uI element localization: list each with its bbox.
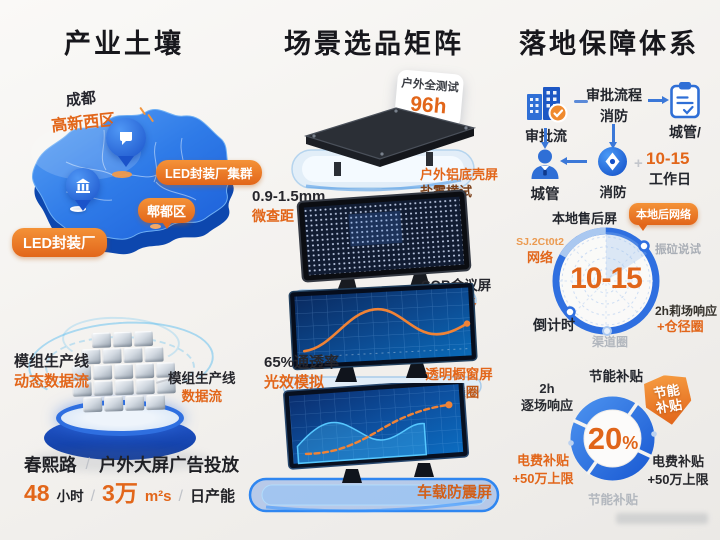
- label-line: 数据流: [181, 388, 223, 404]
- donut-percent-sign: %: [622, 433, 639, 453]
- separator: /: [178, 488, 183, 505]
- stat-capacity-unit: m²s: [144, 488, 172, 505]
- stat-capacity: 3万: [102, 480, 138, 506]
- stat-campaign: 户外大屏广告投放: [98, 455, 239, 475]
- label-chengguan: 城管: [530, 187, 560, 203]
- badge-district: 郫都区: [138, 198, 196, 229]
- arrow-down-icon: [541, 128, 548, 149]
- stat-hours: 48: [24, 480, 50, 506]
- person-icon: [531, 149, 559, 179]
- stats-line2: 48 小时 / 3万 m²s / 日产能: [24, 474, 235, 508]
- stats-line1: 春熙路 / 户外大屏广告投放: [24, 452, 239, 477]
- factory-glyph-icon: [76, 178, 90, 193]
- plus-separator: +: [634, 155, 643, 172]
- donut-percent-number: 20: [587, 421, 623, 456]
- donut-chart: [568, 396, 657, 481]
- label-vehicle-screen: 车载防震屏: [417, 484, 493, 501]
- label-line: 电费补贴: [651, 454, 704, 469]
- location-pin-icon: [106, 118, 146, 158]
- stat-hours-unit: 小时: [56, 489, 84, 504]
- label-line: 65%通透率: [264, 354, 340, 371]
- radar-center-value: 10-15: [570, 262, 643, 295]
- duration-unit: 工作日: [649, 171, 691, 187]
- label-module-right: 模组生产线 数据流: [168, 370, 236, 406]
- clipboard-icon: [670, 82, 700, 119]
- label-local-aftersales: 本地售后屏: [552, 211, 618, 226]
- label-line: 户外铝底壳屏: [420, 167, 499, 182]
- city-label: 成都 高新西区: [48, 85, 116, 136]
- watermark: [616, 513, 708, 524]
- col3-title: 落地保障体系: [519, 29, 699, 59]
- stat-capacity-label: 日产能: [189, 488, 235, 505]
- arrow-down-icon: [609, 124, 616, 149]
- label-approval-process: 审批流程 消防: [582, 85, 646, 127]
- radar-label-countdown: 倒计时: [533, 317, 575, 333]
- label-line: +50万上限: [647, 471, 709, 487]
- label-line: 2h: [539, 381, 555, 396]
- radar-label-extra: +仓径圈: [657, 319, 704, 334]
- donut-label-bottom: 节能补贴: [588, 493, 639, 507]
- badge-led-cluster: LED封装厂集群: [156, 160, 262, 185]
- region-map: 成都 高新西区 LED封装厂集群 郫都区 LED封装厂: [0, 76, 262, 281]
- donut-label-top: 节能补贴: [589, 369, 643, 384]
- radar-label-network: SJ.2Ct0t2 网络: [506, 236, 574, 267]
- label-chengguan-permit: 城管/: [669, 124, 701, 140]
- fire-dept-icon: [598, 147, 627, 176]
- donut-label-left: 电费补贴 +50万上限: [509, 452, 577, 487]
- separator: /: [90, 488, 96, 505]
- label-line: 光效模拟: [264, 373, 325, 391]
- label-line: 透明橱窗屏: [425, 367, 493, 382]
- label-line: 微查距: [252, 207, 294, 224]
- badge-base-ring: [150, 224, 161, 229]
- vehicle-screen-device: [248, 383, 500, 513]
- radar-chart: [552, 227, 660, 336]
- label-line: 动态数据流: [14, 372, 90, 390]
- duration-value: 10-15: [646, 149, 690, 168]
- label-line: 模组生产线: [168, 371, 236, 386]
- donut-center-value: 20%: [577, 421, 649, 457]
- label-line: SJ.2Ct0t2: [516, 236, 564, 248]
- label-line: 网络: [526, 249, 553, 265]
- label-line: 模组生产线: [14, 353, 90, 370]
- arrow-left-icon: [560, 157, 587, 164]
- arrow-right-icon: [648, 96, 669, 103]
- label-line: 审批流程: [586, 87, 642, 103]
- radar-label-vibration: 振砬说试: [655, 244, 701, 256]
- building-approval-icon: [527, 87, 568, 123]
- col1-title: 产业土壤: [64, 29, 184, 59]
- flat-panel-device: [291, 107, 477, 192]
- radar-label-response: 2h莉场响应: [655, 304, 718, 318]
- radar-label-channel: 渠道圈: [592, 335, 629, 349]
- pedestal-shadow: [30, 448, 210, 472]
- label-line: 电费补贴: [516, 453, 569, 468]
- label-line: 消防: [600, 108, 628, 124]
- donut-label-response: 2h 逐场响应: [514, 381, 580, 415]
- factory-pin-icon: [66, 168, 100, 202]
- label-line: 逐场响应: [520, 397, 573, 413]
- connector-line: [574, 100, 588, 103]
- separator: /: [85, 455, 90, 473]
- label-line: +50万上限: [512, 470, 574, 486]
- pin-shadow: [112, 171, 132, 178]
- label-fire-dept: 消防: [599, 185, 627, 200]
- stat-place: 春熙路: [24, 455, 77, 475]
- donut-label-right: 电费补贴 +50万上限: [647, 453, 709, 488]
- label-module-left: 模组生产线 动态数据流: [14, 352, 89, 392]
- badge-led-factory: LED封装厂: [12, 228, 107, 257]
- logo-glyph-icon: [120, 132, 132, 145]
- curve-screen-device: [283, 283, 482, 395]
- col2-title: 场景选品矩阵: [284, 29, 464, 59]
- badge-local-network: 本地后网络: [629, 203, 698, 231]
- label-transparency: 65%通透率 光效模拟: [264, 353, 339, 393]
